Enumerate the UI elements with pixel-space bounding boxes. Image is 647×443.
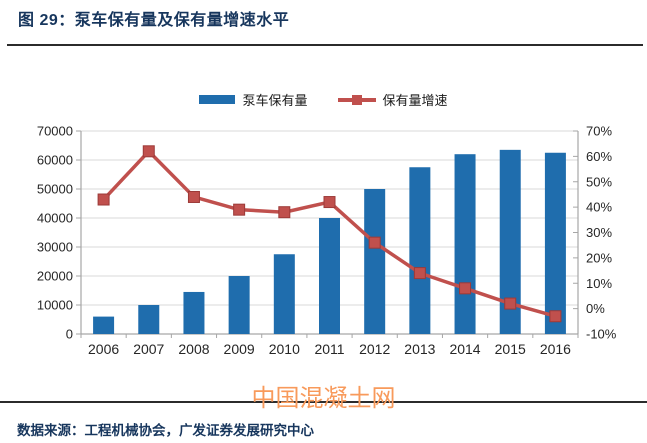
figure-title: 图 29：泵车保有量及保有量增速水平 <box>18 12 290 29</box>
right-axis-label: 20% <box>586 250 612 265</box>
x-axis-label: 2015 <box>495 341 526 357</box>
left-axis-label: 60000 <box>37 153 73 168</box>
growth-marker-2010 <box>278 206 291 219</box>
x-axis-label: 2010 <box>269 341 300 357</box>
right-axis-label: -10% <box>586 327 617 342</box>
x-axis-label: 2012 <box>359 341 390 357</box>
x-axis-label: 2008 <box>178 341 209 357</box>
right-axis-label: 70% <box>586 124 612 139</box>
line-series-swatch <box>337 94 376 106</box>
left-axis-label: 10000 <box>37 298 73 313</box>
bar-2012 <box>364 189 386 334</box>
x-axis-label: 2009 <box>224 341 255 357</box>
growth-marker-2013 <box>413 267 426 280</box>
bar-2007 <box>138 305 160 334</box>
growth-marker-2016 <box>549 310 562 323</box>
growth-marker-2014 <box>459 282 472 295</box>
growth-marker-2007 <box>142 145 155 158</box>
bar-2013 <box>409 167 431 334</box>
left-axis-label: 50000 <box>37 182 73 197</box>
legend-item-growth: 保有量增速 <box>337 90 448 109</box>
bar-2016 <box>544 152 566 334</box>
bar-2014 <box>454 154 476 334</box>
growth-marker-2015 <box>504 297 517 310</box>
growth-marker-2008 <box>187 190 200 203</box>
right-axis-label: 0% <box>586 301 605 316</box>
legend-label-ownership: 泵车保有量 <box>242 93 308 108</box>
watermark: 中国混凝土网 <box>251 385 396 412</box>
bar-series-swatch <box>199 95 236 104</box>
bottom-divider <box>0 401 647 403</box>
x-axis-label: 2013 <box>404 341 435 357</box>
growth-marker-2009 <box>233 203 246 216</box>
bar-2010 <box>273 254 295 334</box>
left-axis-label: 0 <box>66 327 73 342</box>
legend-line-marker <box>351 94 362 105</box>
data-source-note: 数据来源：工程机械协会，广发证券发展研究中心 <box>17 423 314 438</box>
left-axis-label: 70000 <box>37 124 73 139</box>
growth-marker-2012 <box>368 236 381 249</box>
x-axis-label: 2014 <box>449 341 480 357</box>
bar-2015 <box>499 149 521 334</box>
right-axis-label: 30% <box>586 225 612 240</box>
right-axis-label: 60% <box>586 149 612 164</box>
bar-2009 <box>228 276 250 334</box>
legend-label-growth: 保有量增速 <box>382 93 448 108</box>
left-axis-label: 20000 <box>37 269 73 284</box>
growth-marker-2006 <box>97 193 110 206</box>
legend: 泵车保有量 保有量增速 <box>0 90 647 109</box>
bar-2011 <box>319 218 340 334</box>
right-axis-label: 50% <box>586 174 612 189</box>
legend-item-ownership: 泵车保有量 <box>199 90 308 109</box>
right-axis-label: 40% <box>586 200 612 215</box>
x-axis-label: 2011 <box>314 341 344 357</box>
left-axis-label: 40000 <box>37 211 73 226</box>
left-axis-label: 30000 <box>37 240 73 255</box>
x-axis-label: 2007 <box>133 341 164 357</box>
x-axis-label: 2016 <box>540 341 571 357</box>
bar-2006 <box>93 316 115 334</box>
right-axis-label: 10% <box>586 276 612 291</box>
bar-2008 <box>183 291 205 334</box>
title-divider <box>7 44 643 46</box>
x-axis-label: 2006 <box>88 341 119 357</box>
growth-marker-2011 <box>323 196 336 209</box>
